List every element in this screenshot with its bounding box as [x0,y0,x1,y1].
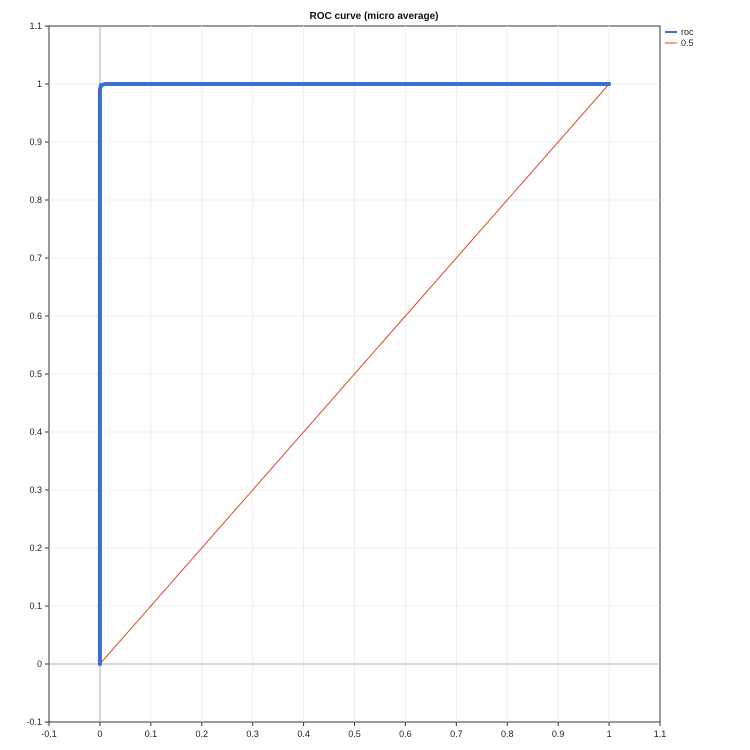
x-tick-label: 0.7 [450,729,463,739]
x-tick-label: 1.1 [654,729,667,739]
x-tick-label: 0.3 [246,729,259,739]
series-line-roc [97,82,612,666]
x-tick-label: 0 [97,729,102,739]
y-tick-label: -0.1 [26,717,42,727]
y-tick-label: 0.3 [29,485,42,495]
chart-title: ROC curve (micro average) [310,11,439,22]
y-tick-label: 1.1 [29,21,42,31]
x-tick-label: 0.2 [195,729,208,739]
x-axis-ticks: -0.1 0 0.1 0.2 0.3 0.4 0.5 0.6 0.7 0.8 0.9 1 1.1 [41,722,666,739]
x-tick-label: 0.6 [399,729,412,739]
y-tick-label: 1 [37,79,42,89]
y-tick-label: 0.2 [29,543,42,553]
series-layer [97,82,612,666]
y-tick-label: 0 [37,659,42,669]
series-line-baseline [99,83,610,665]
x-tick-label: -0.1 [41,729,57,739]
legend-label: 0.5 [681,38,694,48]
y-tick-label: 0.4 [29,427,42,437]
y-tick-label: 0.8 [29,195,42,205]
x-tick-label: 0.4 [297,729,310,739]
x-tick-label: 1 [607,729,612,739]
y-axis-ticks: -0.1 0 0.1 0.2 0.3 0.4 0.5 0.6 0.7 0.8 0.9 1 1.1 [26,21,49,727]
legend-label: roc [681,27,694,37]
x-tick-label: 0.5 [348,729,361,739]
x-tick-label: 0.8 [501,729,514,739]
y-tick-label: 0.7 [29,253,42,263]
x-tick-label: 0.1 [145,729,158,739]
x-tick-label: 0.9 [552,729,565,739]
y-tick-label: 0.9 [29,137,42,147]
y-tick-label: 0.6 [29,311,42,321]
y-tick-label: 0.1 [29,601,42,611]
y-tick-label: 0.5 [29,369,42,379]
